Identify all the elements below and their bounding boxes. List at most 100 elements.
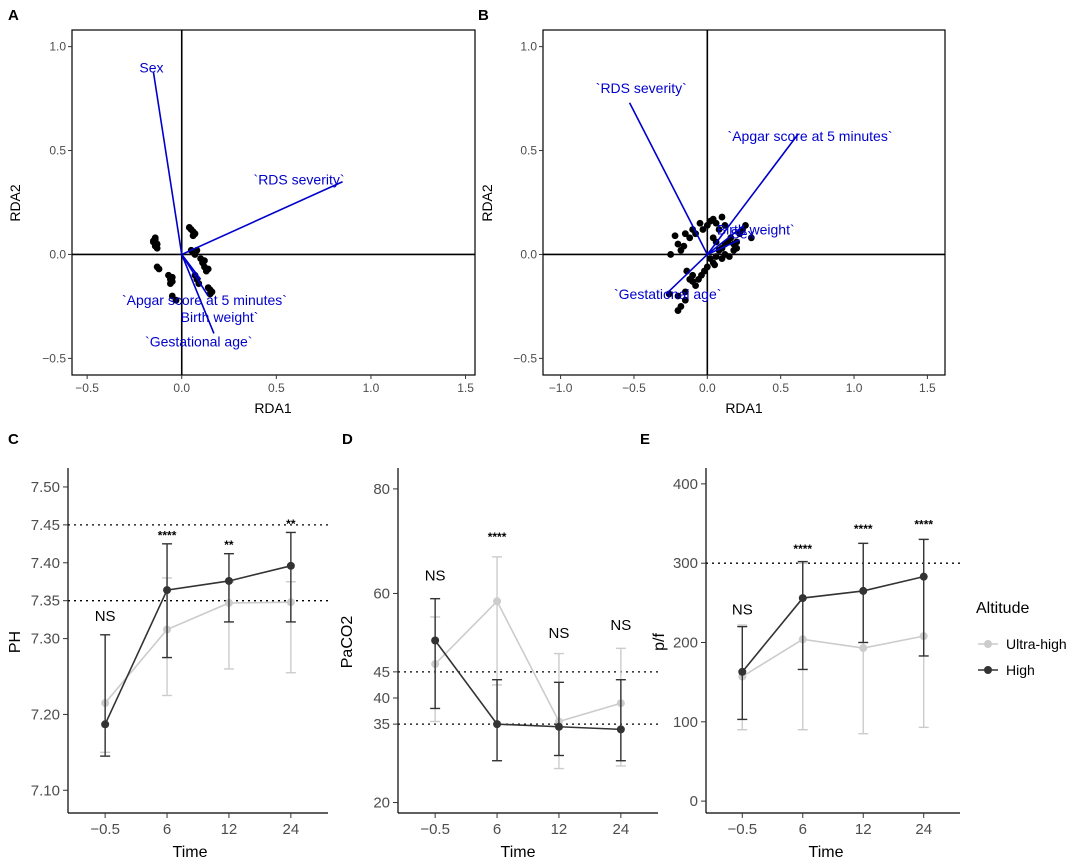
sample-point bbox=[149, 237, 157, 245]
y-tick-label: 0.5 bbox=[49, 144, 66, 158]
panel-e: E 0 100 200 300 400 −0.5 6 12 24 NS **** **** **** T… bbox=[640, 431, 960, 861]
legend: Altitude Ultra-high High bbox=[976, 600, 1067, 678]
plot-area-e: 0 100 200 300 400 −0.5 6 12 24 NS **** **** **** bbox=[673, 468, 960, 838]
sample-point bbox=[201, 257, 208, 265]
loading-label: Birth weight` bbox=[717, 222, 795, 238]
y-tick-label: 40 bbox=[373, 690, 390, 707]
x-tick-label: 24 bbox=[283, 821, 300, 838]
data-point-high bbox=[224, 576, 233, 585]
y-tick-label: 7.35 bbox=[31, 593, 60, 610]
data-point-high bbox=[859, 586, 868, 595]
sample-point bbox=[712, 253, 720, 260]
y-tick-label: −0.5 bbox=[513, 351, 537, 365]
y-tick-label: 7.40 bbox=[31, 555, 60, 572]
x-tick-label: 6 bbox=[799, 821, 807, 838]
data-point-high bbox=[554, 722, 563, 731]
loading-arrow bbox=[180, 254, 215, 334]
y-tick-label: 7.50 bbox=[31, 479, 60, 496]
y-axis-title-d: PaCO2 bbox=[339, 616, 356, 669]
loading-arrow bbox=[628, 102, 709, 255]
significance-label: ** bbox=[286, 517, 296, 531]
data-point-high bbox=[286, 561, 295, 570]
x-axis-title-d: Time bbox=[501, 844, 536, 861]
sample-point bbox=[742, 221, 749, 229]
loading-arrow bbox=[181, 254, 209, 297]
sample-point bbox=[674, 292, 682, 300]
x-axis-title-a: RDA1 bbox=[254, 400, 292, 416]
data-point-high bbox=[919, 572, 928, 581]
loading-label: `Gestational age` bbox=[614, 286, 721, 302]
x-axis-title-b: RDA1 bbox=[725, 400, 763, 416]
sample-point bbox=[695, 275, 702, 283]
y-tick-label: 1.0 bbox=[520, 40, 537, 54]
loading-label: `RDS severity` bbox=[254, 172, 345, 188]
x-tick-label: −0.5 bbox=[727, 821, 757, 838]
y-axis-title-c: PH bbox=[7, 631, 24, 653]
loading-arrow bbox=[181, 180, 343, 256]
y-tick-label: 200 bbox=[673, 634, 698, 651]
y-tick-label: 35 bbox=[373, 716, 390, 733]
loading-label: `Apgar score at 5 minutes` bbox=[728, 128, 893, 144]
y-tick-label: 7.20 bbox=[31, 706, 60, 723]
y-tick-label: 0.0 bbox=[49, 247, 66, 261]
data-point-high bbox=[798, 594, 807, 603]
x-tick-label: 12 bbox=[551, 821, 568, 838]
plot-area-c: 7.10 7.20 7.30 7.35 7.40 7.45 7.50 −0.5 6 12 24 NS *… bbox=[31, 468, 328, 838]
loading-label: Sex bbox=[139, 59, 163, 75]
sample-point bbox=[674, 240, 682, 248]
plot-area-b: −1.0 −0.5 0.0 0.5 1.0 1.5 −0.5 0.0 0.5 1.0 `RDS se… bbox=[513, 30, 945, 395]
x-tick-label: −0.5 bbox=[420, 821, 450, 838]
data-point-high bbox=[616, 725, 625, 734]
sample-point bbox=[168, 278, 176, 285]
significance-label: **** bbox=[854, 522, 873, 536]
panel-label-e: E bbox=[640, 431, 650, 448]
x-tick-label: −0.5 bbox=[90, 821, 120, 838]
loading-arrow bbox=[706, 224, 745, 256]
series-line-high bbox=[104, 565, 292, 725]
data-point-high bbox=[431, 636, 440, 645]
significance-label: NS bbox=[95, 608, 116, 625]
y-tick-label: 0.5 bbox=[520, 144, 537, 158]
legend-label-high: High bbox=[1006, 662, 1035, 678]
x-tick-label: 1.0 bbox=[846, 381, 863, 395]
sample-point bbox=[686, 275, 694, 283]
y-tick-label: 400 bbox=[673, 476, 698, 493]
series-line-ultra-high bbox=[741, 635, 924, 678]
sample-point bbox=[727, 234, 735, 242]
sample-point bbox=[721, 251, 729, 258]
y-tick-label: 300 bbox=[673, 555, 698, 572]
y-tick-label: 20 bbox=[373, 795, 390, 812]
sample-point bbox=[721, 221, 729, 229]
sample-point bbox=[711, 261, 719, 269]
panel-b: B −1.0 −0.5 0.0 0.5 1.0 1.5 −0.5 0.0 0.5 1.0 `RDS … bbox=[478, 7, 946, 416]
sample-point bbox=[204, 265, 212, 273]
y-axis-title-b: RDA2 bbox=[479, 184, 495, 222]
x-tick-label: 1.5 bbox=[457, 381, 474, 395]
y-tick-label: 1.0 bbox=[49, 40, 66, 54]
sample-point bbox=[686, 234, 694, 242]
x-tick-label: 1.5 bbox=[919, 381, 936, 395]
data-point-high bbox=[163, 586, 172, 595]
sample-point bbox=[699, 226, 707, 233]
x-tick-label: 12 bbox=[221, 821, 238, 838]
panel-c: C 7.10 7.20 7.30 7.35 7.40 7.45 7.50 −0.5 6 12 24 N… bbox=[7, 431, 328, 861]
legend-title: Altitude bbox=[976, 600, 1029, 617]
sample-point bbox=[208, 288, 216, 296]
panel-a: A −0.5 0.0 0.5 1.0 1.5 −0.5 0.0 0.5 1.0 Sex `RDS s… bbox=[7, 7, 476, 416]
data-point-high bbox=[493, 720, 502, 729]
y-tick-label: 7.30 bbox=[31, 631, 60, 648]
sample-point bbox=[681, 230, 689, 238]
sample-point bbox=[681, 288, 689, 296]
legend-label-ultra-high: Ultra-high bbox=[1006, 636, 1067, 652]
loading-arrow bbox=[665, 253, 708, 295]
y-axis-title-a: RDA2 bbox=[7, 184, 23, 222]
x-tick-label: 12 bbox=[855, 821, 872, 838]
loading-label: Birth weight` bbox=[181, 309, 259, 325]
x-tick-label: 0.0 bbox=[699, 381, 716, 395]
data-point-ultra-high bbox=[859, 644, 868, 653]
plot-area-d: 20 35 40 45 60 80 −0.5 6 12 24 NS **** NS NS bbox=[373, 468, 658, 838]
sample-point bbox=[677, 303, 685, 310]
sample-point bbox=[680, 242, 688, 250]
